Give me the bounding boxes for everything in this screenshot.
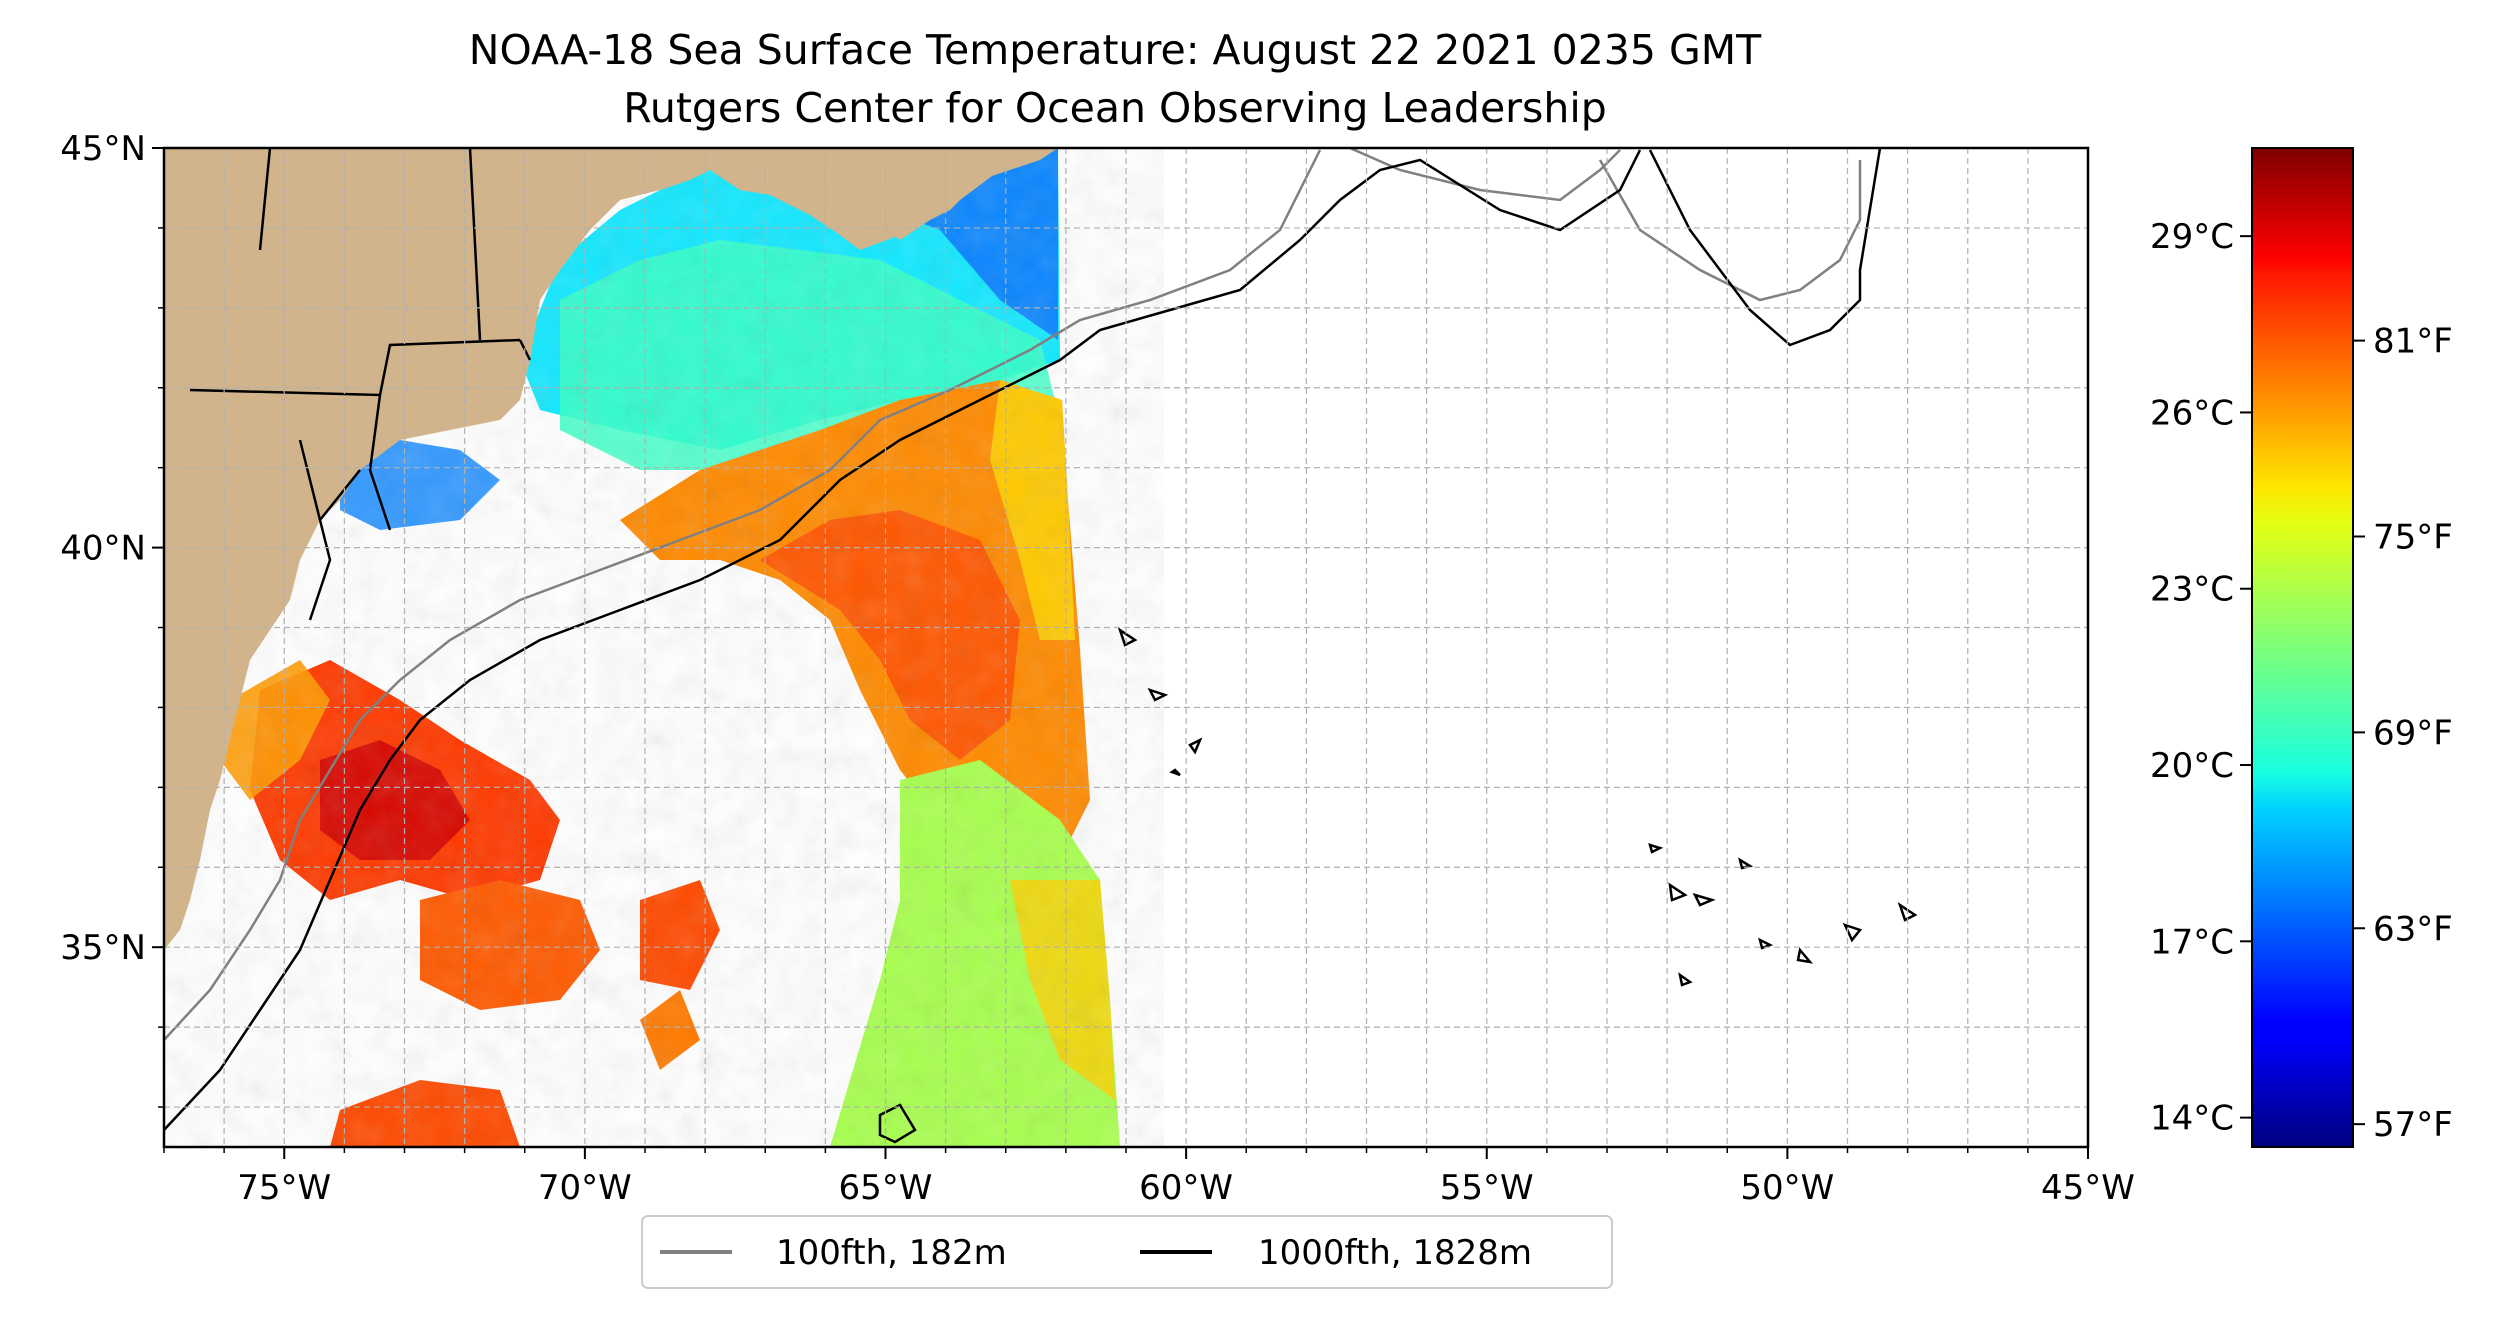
figure-title-line-2: Rutgers Center for Ocean Observing Leade…	[623, 84, 1607, 132]
land-northeast-us	[164, 148, 1058, 950]
celsius-tick-label: 26°C	[2150, 393, 2234, 433]
graticule	[164, 148, 2088, 1147]
celsius-tick-label: 14°C	[2150, 1099, 2234, 1139]
fahrenheit-tick-label: 75°F	[2373, 518, 2453, 558]
fahrenheit-tick-label: 69°F	[2373, 713, 2453, 753]
legend-label-1000fth: 1000fth, 1828m	[1258, 1233, 1532, 1273]
isobath-1000fth	[164, 148, 1882, 1131]
lon-tick-label: 55°W	[1440, 1168, 1534, 1208]
fahrenheit-tick-label: 57°F	[2373, 1105, 2453, 1145]
colorbar: 29°C 26°C 23°C 20°C 17°C 14°C 81°F 75°F 69°F 63°F…	[2150, 147, 2453, 1148]
fahrenheit-tick-label: 81°F	[2373, 322, 2453, 362]
lon-tick-label: 65°W	[839, 1168, 933, 1208]
figure-title-line-1: NOAA-18 Sea Surface Temperature: August …	[469, 26, 1762, 74]
lon-tick-label: 60°W	[1139, 1168, 1233, 1208]
legend-label-100fth: 100fth, 182m	[776, 1233, 1007, 1273]
map-panel: 75°W 70°W 65°W 60°W 55°W 50°W 45°W 45°N 40°N 35°N	[60, 129, 2135, 1208]
lon-tick-label: 75°W	[237, 1168, 331, 1208]
land-layer	[164, 148, 1058, 950]
colorbar-ticks: 29°C 26°C 23°C 20°C 17°C 14°C 81°F 75°F 69°F 63°F…	[2150, 217, 2453, 1145]
celsius-tick-label: 20°C	[2150, 746, 2234, 786]
fahrenheit-tick-label: 63°F	[2373, 909, 2453, 949]
lat-tick-label: 35°N	[60, 928, 146, 968]
lon-tick-label: 45°W	[2041, 1168, 2135, 1208]
celsius-tick-label: 17°C	[2150, 922, 2234, 962]
map-axis-ticks: 75°W 70°W 65°W 60°W 55°W 50°W 45°W 45°N 40°N 35°N	[60, 129, 2135, 1208]
celsius-tick-label: 23°C	[2150, 570, 2234, 610]
celsius-tick-label: 29°C	[2150, 217, 2234, 257]
land-nova-scotia	[820, 148, 1058, 240]
legend-box	[641, 1215, 1613, 1289]
lat-tick-label: 40°N	[60, 529, 146, 569]
legend: 100fth, 182m 1000fth, 1828m	[641, 1215, 1613, 1289]
lon-tick-label: 70°W	[538, 1168, 632, 1208]
lon-tick-label: 50°W	[1740, 1168, 1834, 1208]
lat-tick-label: 45°N	[60, 129, 146, 169]
colorbar-gradient	[2251, 147, 2354, 1148]
